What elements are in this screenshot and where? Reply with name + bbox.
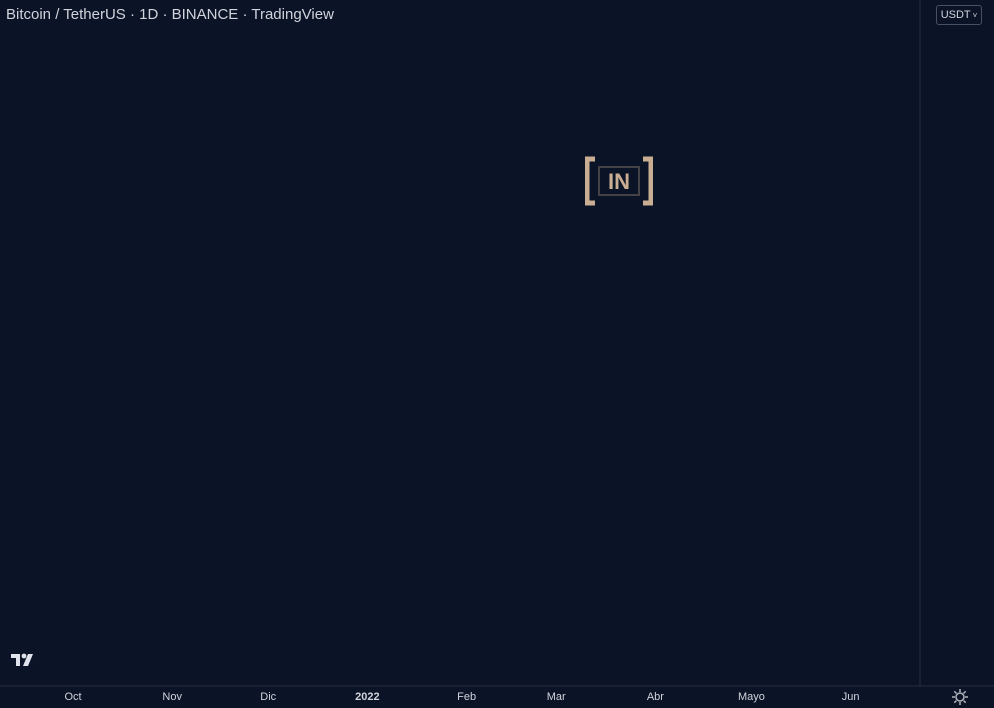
beincrypto-logo: IN: [585, 156, 653, 206]
x-tick-label: Jun: [842, 691, 860, 703]
currency-label: USDT: [940, 9, 971, 21]
price-axis[interactable]: 69066.5452163.8944773.9341296.3336219.55…: [919, 0, 986, 686]
x-tick-label: Dic: [260, 691, 276, 703]
x-tick-label: Abr: [647, 691, 664, 703]
chevron-down-icon: ˅: [972, 10, 978, 20]
x-tick-label: 2022: [355, 691, 379, 703]
chart-title: Bitcoin / TetherUS · 1D · BINANCE · Trad…: [6, 6, 334, 23]
watermark-text: IN: [608, 169, 630, 194]
x-tick-label: Nov: [162, 691, 182, 703]
x-tick-label: Feb: [457, 691, 476, 703]
currency-selector[interactable]: USDT ˅: [936, 5, 982, 25]
time-axis[interactable]: Oct Nov Dic 2022 Feb Mar Abr Mayo Jun: [0, 685, 994, 703]
x-tick-label: Mayo: [738, 691, 765, 703]
x-tick-label: Mar: [547, 691, 566, 703]
settings-gear-icon[interactable]: [951, 688, 969, 706]
x-tick-label: Oct: [64, 691, 81, 703]
tradingview-logo-icon[interactable]: [8, 648, 36, 672]
